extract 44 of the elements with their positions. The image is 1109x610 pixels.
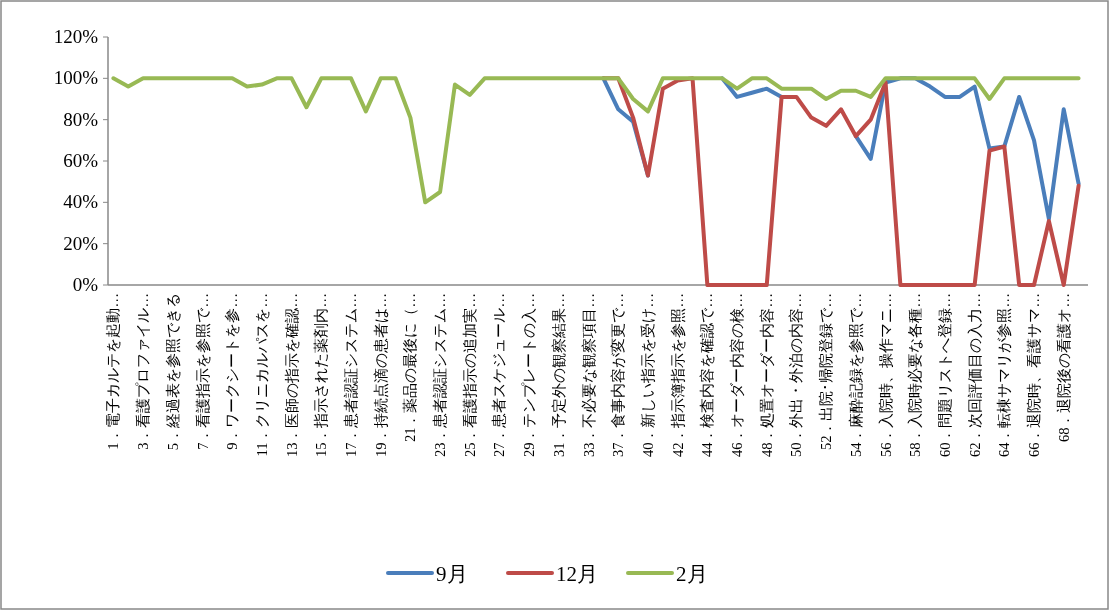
x-tick-label: 42．指示簿指示を参照… bbox=[669, 293, 686, 457]
x-tick-label: 1．電子カルテを起動… bbox=[105, 293, 122, 450]
x-tick-label: 64．転棟サマリが参照… bbox=[996, 293, 1013, 457]
x-tick-label: 19．持続点滴の患者は… bbox=[372, 293, 389, 457]
x-tick-label: 15．指示された薬剤内… bbox=[313, 293, 330, 457]
x-tick-label: 11．クリニカルパスを… bbox=[253, 293, 270, 457]
legend-label: 12月 bbox=[556, 562, 598, 586]
x-tick-label: 29．テンプレートの入… bbox=[521, 293, 538, 457]
x-tick-label: 7．看護指示を参照で… bbox=[194, 293, 211, 450]
line-series bbox=[111, 76, 1081, 205]
y-tick-label: 20% bbox=[63, 232, 99, 254]
x-tick-label: 46．オーダー内容の検… bbox=[729, 293, 746, 457]
y-tick-label: 60% bbox=[63, 150, 99, 171]
x-tick-label: 52．出院･帰院登録で… bbox=[818, 293, 835, 450]
legend-label: 2月 bbox=[676, 562, 708, 586]
x-tick-label: 25．看護指示の追加実… bbox=[461, 293, 478, 457]
x-tick-label: 60．問題リストへ登録… bbox=[936, 293, 953, 457]
x-tick-label: 21．薬品の最後に（… bbox=[402, 293, 419, 442]
legend-label: 9月 bbox=[436, 562, 468, 586]
y-tick-label: 0% bbox=[72, 274, 99, 295]
x-tick-label: 62．次回評価目の入力… bbox=[966, 293, 983, 457]
x-tick-label: 58．入院時必要な各種… bbox=[907, 293, 924, 457]
y-tick-label: 80% bbox=[63, 108, 99, 130]
x-tick-label: 44．検査内容を確認で… bbox=[699, 293, 716, 457]
x-tick-label: 33．不必要な観察項目… bbox=[580, 293, 597, 457]
x-tick-label: 56．入院時、操作マニ… bbox=[877, 293, 894, 457]
x-tick-label: 17．患者認証システム… bbox=[343, 293, 359, 457]
x-tick-label: 31．予定外の観察結果… bbox=[550, 293, 567, 457]
x-tick-label: 40．新しい指示を受け… bbox=[639, 293, 656, 457]
y-tick-label: 40% bbox=[63, 191, 99, 213]
x-tick-label: 37．食事内容が変更で… bbox=[610, 293, 627, 457]
x-tick-label: 9．ワークシートを参… bbox=[224, 293, 241, 450]
x-tick-label: 48．処置オーダー内容… bbox=[758, 293, 775, 457]
y-tick-label: 100% bbox=[53, 67, 99, 89]
x-tick-label: 50．外出・外泊の内容… bbox=[788, 293, 805, 457]
x-tick-label: 54．麻酔記録を参照で… bbox=[847, 293, 864, 457]
x-tick-label: 23．患者認証システム… bbox=[432, 293, 449, 457]
y-tick-label: 120% bbox=[53, 26, 99, 47]
x-tick-label: 13．医師の指示を確認… bbox=[283, 293, 300, 457]
x-tick-label: 5．経過表を参照できる bbox=[164, 293, 181, 451]
x-tick-label: 3．看護プロファイル… bbox=[135, 293, 152, 450]
x-tick-label: 27．患者スケジュール… bbox=[491, 293, 508, 457]
x-tick-label: 66．退院時、看護サマ… bbox=[1026, 293, 1043, 457]
x-tick-label: 68．退院後の看護オ… bbox=[1055, 293, 1072, 442]
